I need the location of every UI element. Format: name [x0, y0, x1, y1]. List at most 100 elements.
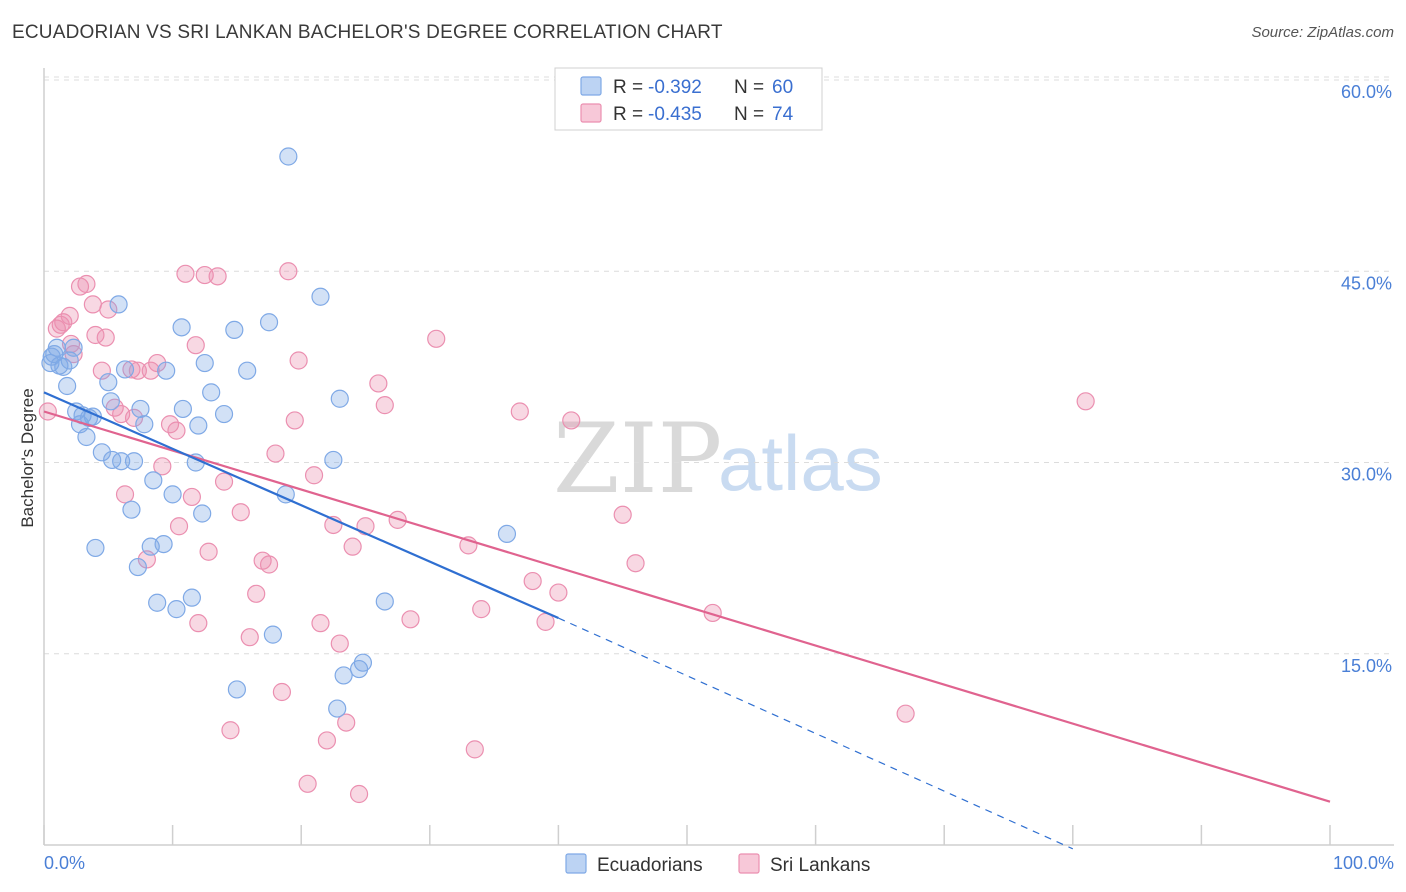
sri-lankans-point — [199, 542, 218, 561]
sri-lankans-point — [208, 267, 227, 286]
sri-lankans-point — [626, 554, 645, 573]
ecuadorians-point — [238, 361, 257, 380]
chart-title: ECUADORIAN VS SRI LANKAN BACHELOR'S DEGR… — [12, 22, 723, 43]
sri-lankans-point — [317, 731, 337, 750]
sri-lankans-point — [510, 402, 529, 421]
ecuadorians-point — [334, 666, 353, 685]
ecuadorians-point — [202, 383, 221, 402]
legend-n-value-2: 74 — [772, 104, 794, 125]
x-tick-label-min: 0.0% — [44, 853, 85, 873]
sri-lankans-point — [613, 505, 632, 524]
bottom-legend-label-sri-lankans: Sri Lankans — [770, 855, 870, 876]
sri-lankans-point — [51, 315, 70, 334]
sri-lankans-point — [122, 360, 141, 379]
ecuadorians-point — [50, 356, 69, 375]
sri-lankans-point — [231, 503, 250, 522]
ecuadorians-point — [189, 416, 208, 435]
trend-lines — [43, 391, 1331, 850]
sri-lankans-point — [189, 614, 208, 633]
sri-lankans-point — [221, 721, 240, 740]
sri-lankans-point — [186, 336, 205, 355]
ecuadorians-point — [124, 452, 144, 471]
watermark-zip: ZIP — [553, 403, 722, 515]
ecuadorians-point — [77, 427, 96, 447]
ecuadorians-point — [86, 538, 105, 558]
sri-lankans-point — [356, 517, 375, 536]
ecuadorians-point — [172, 318, 191, 337]
sri-lankans-point — [124, 408, 144, 427]
ecuadorians-point — [92, 443, 111, 462]
legend-n-label-1: N = — [734, 77, 764, 98]
ecuadorians-point — [58, 376, 77, 396]
ecuadorians-trend-extension — [558, 617, 1074, 850]
ecuadorians-point — [227, 680, 246, 699]
sri-lankans-point — [167, 421, 186, 440]
sri-lankans-point — [298, 774, 317, 793]
sri-lankans-trend-line — [43, 410, 1331, 803]
ecuadorians-point — [101, 392, 120, 411]
sri-lankans-point — [285, 411, 304, 430]
stats-legend: R = -0.392 N = 60 R = -0.435 N = 74 — [554, 67, 823, 131]
ecuadorians-point — [324, 450, 343, 470]
ecuadorians-point — [193, 504, 212, 523]
sri-lankans-point — [703, 603, 722, 623]
ecuadorians-points — [41, 147, 517, 718]
ecuadorians-point — [173, 399, 192, 419]
y-tick-label-45: 45.0% — [1341, 273, 1392, 293]
ecuadorians-point — [148, 593, 167, 612]
sri-lankans-point — [128, 361, 147, 380]
ecuadorians-point — [131, 399, 150, 419]
sri-lankans-point — [99, 300, 118, 319]
ecuadorians-point — [144, 471, 163, 490]
sri-lankans-point — [272, 682, 292, 702]
ecuadorians-point — [182, 588, 201, 607]
sri-lankans-point — [472, 600, 491, 619]
sri-lankans-point — [289, 351, 308, 370]
legend-swatch-ecuadorians — [580, 76, 602, 96]
y-tick-labels: 15.0% 30.0% 45.0% 60.0% — [1341, 82, 1392, 676]
sri-lankans-point — [83, 295, 102, 314]
bottom-legend-label-ecuadorians: Ecuadorians — [597, 855, 703, 876]
ecuadorians-point — [157, 361, 176, 380]
ecuadorians-point — [64, 338, 83, 357]
sri-lankans-point — [176, 264, 195, 283]
ecuadorians-point — [311, 287, 330, 306]
sri-lankans-point — [562, 411, 581, 430]
sri-lankans-points — [38, 262, 1095, 804]
legend-r-value-2: -0.435 — [648, 104, 702, 125]
bottom-legend-swatch-sri-lankans — [738, 853, 760, 874]
sri-lankans-point — [279, 262, 298, 281]
x-axis-ticks — [43, 825, 1331, 845]
sri-lankans-point — [77, 274, 96, 294]
sri-lankans-point — [182, 487, 201, 507]
sri-lankans-point — [92, 361, 111, 380]
sri-lankans-point — [266, 444, 285, 463]
ecuadorians-point — [154, 534, 173, 554]
sri-lankans-point — [304, 466, 324, 485]
sri-lankans-point — [169, 517, 189, 536]
ecuadorians-point — [497, 524, 517, 544]
sri-lankans-point — [311, 614, 330, 633]
ecuadorians-point — [330, 389, 349, 408]
ecuadorians-point — [353, 653, 373, 672]
legend-n-value-1: 60 — [772, 77, 793, 98]
sri-lankans-point — [369, 374, 388, 393]
ecuadorians-point — [122, 500, 141, 519]
ecuadorians-point — [259, 313, 279, 332]
legend-swatch-sri-lankans — [580, 103, 602, 123]
ecuadorians-trend-line — [43, 391, 559, 620]
sri-lankans-point — [96, 328, 115, 347]
sri-lankans-point — [195, 265, 214, 285]
sri-lankans-point — [240, 628, 259, 647]
sri-lankans-point — [465, 740, 484, 759]
y-axis-label: Bachelor's Degree — [18, 388, 37, 527]
sri-lankans-point — [349, 784, 369, 804]
sri-lankans-point — [115, 485, 135, 504]
ecuadorians-point — [225, 320, 244, 339]
y-tick-label-60: 60.0% — [1341, 82, 1392, 102]
series-legend: Ecuadorians Sri Lankans — [565, 853, 870, 876]
x-tick-label-max: 100.0% — [1333, 853, 1394, 873]
sri-lankans-point — [523, 571, 542, 591]
sri-lankans-point — [337, 713, 356, 732]
